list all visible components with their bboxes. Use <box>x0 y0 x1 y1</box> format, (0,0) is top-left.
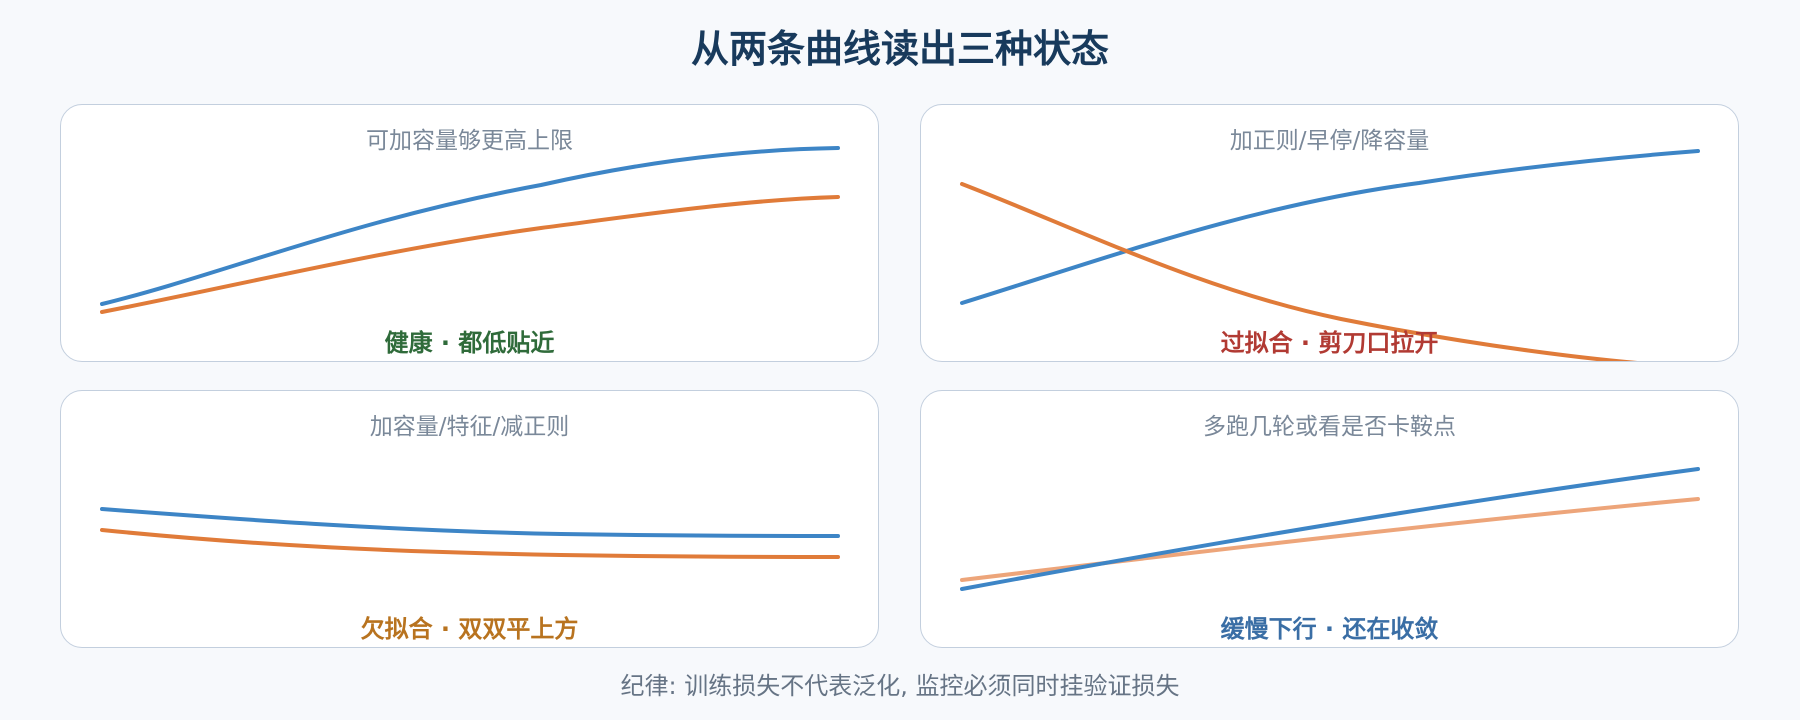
panel-converging: 多跑几轮或看是否卡鞍点 缓慢下行 · 还在收敛 <box>920 390 1739 648</box>
panel-underfit: 加容量/特征/减正则 欠拟合 · 双双平上方 <box>60 390 879 648</box>
curve-chart-overfit <box>960 149 1700 361</box>
panel-overfit: 加正则/早停/降容量 过拟合 · 剪刀口拉开 <box>920 104 1739 362</box>
validation-curve <box>100 195 840 314</box>
page-title: 从两条曲线读出三种状态 <box>690 27 1109 71</box>
train-curve <box>100 507 840 538</box>
panel-hint: 多跑几轮或看是否卡鞍点 <box>1203 414 1456 440</box>
curve-chart-converging <box>960 467 1700 591</box>
curve-chart-healthy <box>100 146 840 314</box>
panel-hint: 加容量/特征/减正则 <box>369 414 570 440</box>
footer-note: 纪律: 训练损失不代表泛化, 监控必须同时挂验证损失 <box>620 672 1180 700</box>
validation-curve <box>960 182 1639 361</box>
train-curve <box>100 146 840 306</box>
train-curve <box>960 149 1700 305</box>
panel-verdict: 过拟合 · 剪刀口拉开 <box>1220 329 1439 357</box>
curve-chart-underfit <box>100 507 840 559</box>
panel-verdict: 健康 · 都低贴近 <box>384 329 555 357</box>
panel-verdict: 欠拟合 · 双双平上方 <box>360 615 579 643</box>
validation-curve <box>100 528 840 559</box>
panel-hint: 加正则/早停/降容量 <box>1229 128 1430 154</box>
panel-hint: 可加容量够更高上限 <box>366 128 573 154</box>
train-curve <box>960 467 1700 591</box>
panel-verdict: 缓慢下行 · 还在收敛 <box>1220 615 1439 643</box>
panel-healthy: 可加容量够更高上限 健康 · 都低贴近 <box>60 104 879 362</box>
